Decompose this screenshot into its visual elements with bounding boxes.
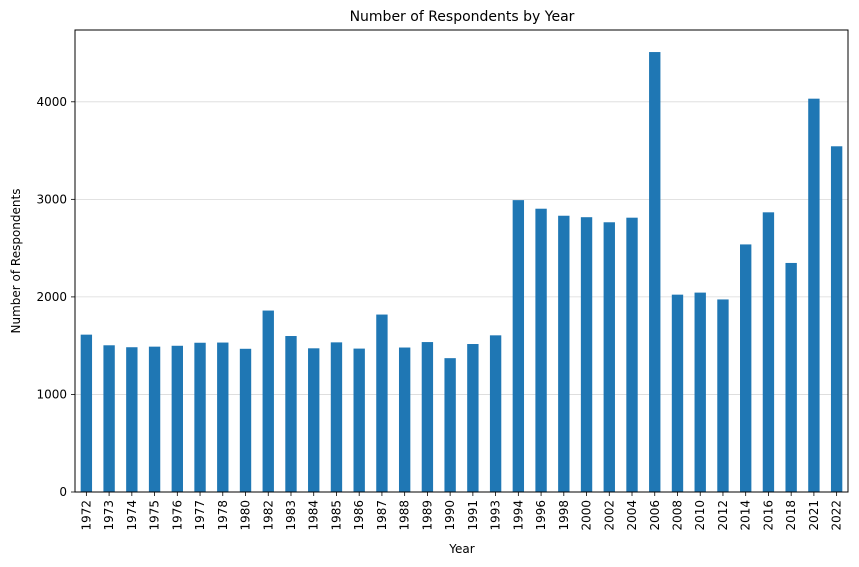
bar-2021	[808, 98, 820, 493]
chart-title: Number of Respondents by Year	[350, 9, 575, 25]
bar-2018	[785, 262, 797, 492]
x-tick-label: 2002	[602, 500, 616, 531]
x-tick-label: 2008	[670, 500, 684, 531]
x-tick-label: 2004	[625, 500, 639, 531]
y-tick-label: 1000	[36, 387, 67, 401]
bar-1996	[535, 208, 547, 493]
bar-1978	[217, 342, 229, 492]
x-tick-label: 1993	[489, 500, 503, 531]
x-tick-label: 1990	[443, 500, 457, 531]
bars	[80, 52, 843, 493]
bar-1973	[103, 345, 115, 492]
bar-2016	[762, 212, 775, 493]
bar-2006	[649, 52, 661, 493]
y-tick-label: 4000	[36, 95, 67, 109]
x-tick-label: 1983	[284, 500, 298, 531]
bar-2008	[671, 294, 684, 492]
bar-2000	[580, 217, 593, 492]
x-tick-label: 2010	[693, 500, 707, 531]
x-axis-ticks: 1972 1973 1974 1975 1976 1977 1978 1980 1982 1983…	[79, 492, 844, 531]
bar-1994	[512, 200, 525, 493]
bar-1985	[330, 342, 343, 492]
y-axis-ticks: 0 1000 2000 3000 4000	[36, 95, 75, 499]
bar-1984	[308, 348, 320, 492]
y-axis-title: Number of Respondents	[9, 189, 23, 334]
bar-1980	[239, 348, 252, 492]
x-tick-label: 1976	[170, 500, 184, 531]
x-tick-label: 1989	[420, 500, 434, 531]
x-tick-label: 2021	[807, 500, 821, 531]
y-tick-label: 2000	[36, 290, 67, 304]
y-tick-label: 0	[59, 485, 67, 499]
x-tick-label: 2012	[716, 500, 730, 531]
x-tick-label: 1985	[329, 500, 343, 531]
bar-1977	[194, 342, 206, 492]
bar-2022	[830, 146, 843, 493]
bar-1975	[148, 346, 161, 492]
bar-1990	[444, 358, 456, 492]
bar-1974	[126, 347, 138, 492]
gridlines	[75, 101, 848, 493]
x-tick-label: 1986	[352, 500, 366, 531]
bar-1986	[353, 348, 365, 492]
x-tick-label: 1978	[216, 500, 230, 531]
plot-frame	[74, 29, 849, 493]
x-tick-label: 1975	[148, 500, 162, 531]
x-tick-label: 1980	[239, 500, 253, 531]
x-tick-label: 1998	[557, 500, 571, 531]
bar-2012	[717, 299, 729, 492]
bar-1988	[398, 347, 411, 492]
bar-2002	[603, 222, 615, 492]
x-tick-label: 1987	[375, 500, 389, 531]
bar-1993	[489, 335, 502, 492]
x-tick-label: 1984	[307, 500, 321, 531]
x-tick-label: 1974	[125, 500, 139, 531]
bar-1972	[80, 334, 93, 492]
y-tick-label: 3000	[36, 192, 67, 206]
x-tick-label: 1996	[534, 500, 548, 531]
x-tick-label: 2022	[830, 500, 844, 531]
x-tick-label: 1991	[466, 500, 480, 531]
x-tick-label: 2014	[739, 500, 753, 531]
bar-2004	[626, 217, 638, 492]
x-tick-label: 1988	[398, 500, 412, 531]
x-tick-label: 1973	[102, 500, 116, 531]
bar-1983	[285, 336, 297, 492]
x-tick-label: 2000	[580, 500, 594, 531]
bar-1989	[421, 342, 434, 492]
bar-1976	[171, 345, 183, 492]
bar-2014	[740, 244, 752, 492]
x-tick-label: 1982	[261, 500, 275, 531]
x-tick-label: 2006	[648, 500, 662, 531]
bar-1987	[376, 314, 388, 492]
x-tick-label: 2016	[761, 500, 775, 531]
x-axis-title: Year	[448, 542, 474, 556]
bar-2010	[694, 292, 706, 492]
bar-1991	[467, 344, 479, 492]
x-tick-label: 1977	[193, 500, 207, 531]
x-tick-label: 1972	[79, 500, 93, 531]
bar-1982	[262, 310, 274, 492]
x-tick-label: 1994	[511, 500, 525, 531]
bar-1998	[558, 215, 570, 492]
x-tick-label: 2018	[784, 500, 798, 531]
